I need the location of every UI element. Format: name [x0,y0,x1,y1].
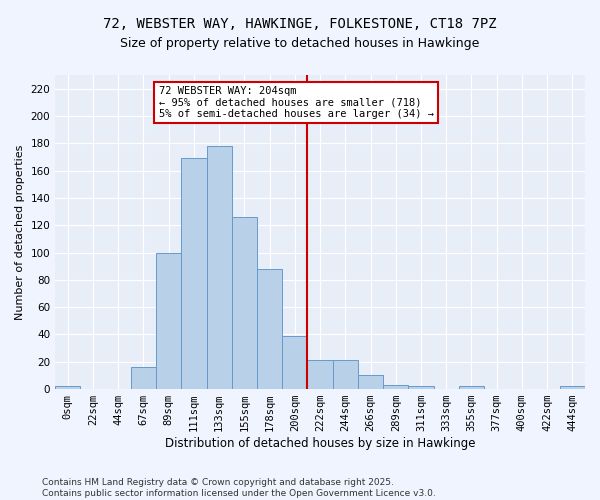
Bar [383,385,409,389]
Bar [409,386,434,389]
Text: 72 WEBSTER WAY: 204sqm
← 95% of detached houses are smaller (718)
5% of semi-det: 72 WEBSTER WAY: 204sqm ← 95% of detached… [158,86,434,119]
Bar [459,386,484,389]
Bar [181,158,206,389]
Bar [358,376,383,389]
X-axis label: Distribution of detached houses by size in Hawkinge: Distribution of detached houses by size … [165,437,475,450]
Text: 72, WEBSTER WAY, HAWKINGE, FOLKESTONE, CT18 7PZ: 72, WEBSTER WAY, HAWKINGE, FOLKESTONE, C… [103,18,497,32]
Bar [560,386,585,389]
Bar [282,336,307,389]
Text: Contains HM Land Registry data © Crown copyright and database right 2025.
Contai: Contains HM Land Registry data © Crown c… [42,478,436,498]
Bar [332,360,358,389]
Bar [257,269,282,389]
Text: Size of property relative to detached houses in Hawkinge: Size of property relative to detached ho… [121,38,479,51]
Bar [206,146,232,389]
Bar [307,360,332,389]
Bar [55,386,80,389]
Bar [156,252,181,389]
Y-axis label: Number of detached properties: Number of detached properties [15,144,25,320]
Bar [131,367,156,389]
Bar [232,217,257,389]
